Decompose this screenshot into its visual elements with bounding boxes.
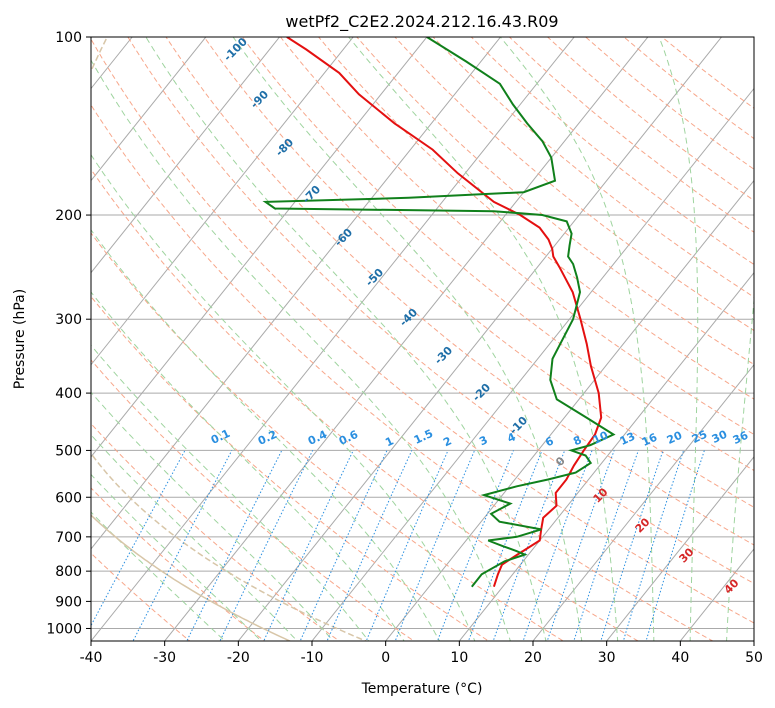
- y-tick-label: 300: [55, 312, 82, 328]
- isotherm-line: [237, 37, 723, 641]
- mixing-ratio-line: [394, 450, 476, 641]
- dry-adiabat-line: [91, 422, 341, 641]
- dry-adiabat-line: [127, 37, 754, 585]
- mixing-ratio-line: [546, 450, 615, 641]
- isotherm-line: [164, 37, 649, 641]
- mixing-ratio-label: 25: [690, 428, 709, 446]
- dry-adiabat-line: [394, 37, 754, 332]
- mixing-ratio-line: [436, 450, 514, 641]
- temperature-profile-line: [286, 37, 603, 588]
- y-tick-label: 900: [55, 594, 82, 610]
- chart-title: wetPf2_C2E2.2024.212.16.43.R09: [285, 12, 558, 32]
- mixing-ratio-label: 13: [618, 430, 637, 448]
- y-tick-label: 400: [55, 386, 82, 402]
- dry-adiabat-line: [91, 232, 565, 641]
- x-tick-label: -20: [227, 650, 250, 666]
- moist-adiabat-line: [91, 434, 298, 641]
- x-tick-label: 20: [524, 650, 542, 666]
- y-tick-label: 600: [55, 490, 82, 506]
- x-tick-label: -30: [153, 650, 176, 666]
- mixing-ratio-line: [91, 450, 186, 627]
- moist-adiabat-line: [91, 344, 370, 641]
- isotherm-line: [311, 87, 754, 641]
- reference-curve: [91, 514, 292, 641]
- y-tick-label: 500: [55, 443, 82, 459]
- x-tick-label: 10: [450, 650, 468, 666]
- mixing-ratio-line: [522, 450, 593, 641]
- mixing-ratio-line: [622, 450, 685, 641]
- isotherm-line: [458, 271, 754, 641]
- axes: -40 -30 -20 -10 0 10 20 30 40 50 100 200 300 400 500 60…: [46, 30, 763, 666]
- moist-adiabat-line: [91, 229, 441, 641]
- moist-adiabat-line: [91, 291, 405, 641]
- isotherm-line: [91, 37, 502, 550]
- isotherm-line: [91, 37, 575, 641]
- dry-adiabat-line: [241, 37, 754, 472]
- y-tick-label: 200: [55, 208, 82, 224]
- isotherm-line: [385, 179, 754, 641]
- y-tick-label: 800: [55, 564, 82, 580]
- dewpoint-profile-line: [262, 37, 616, 588]
- y-tick-label: 100: [55, 30, 82, 46]
- dry-adiabat-line: [203, 37, 754, 508]
- mixing-ratio-label: 16: [640, 431, 660, 449]
- x-tick-label: -10: [301, 650, 324, 666]
- y-tick-label: 700: [55, 530, 82, 546]
- moist-adiabat-line: [91, 153, 476, 641]
- x-tick-label: 0: [381, 650, 390, 666]
- profile-lines: [262, 37, 616, 588]
- plot-frame: [90, 36, 755, 642]
- moist-adiabat-line: [91, 473, 262, 641]
- mixing-ratio-label: 30: [710, 428, 730, 446]
- dry-adiabat-line: [91, 359, 415, 641]
- moist-adiabat-line: [658, 37, 699, 641]
- moist-adiabat-line: [91, 59, 511, 641]
- x-axis-label: Temperature (°C): [361, 681, 483, 697]
- dry-adiabat-line: [91, 487, 266, 641]
- isotherm-line: [532, 363, 754, 641]
- mixing-ratio-label: 36: [731, 429, 751, 447]
- mixing-ratio-line: [219, 450, 314, 641]
- dry-adiabat-line: [91, 38, 754, 624]
- moist-adiabat-line: [499, 37, 655, 641]
- isotherm-line: [91, 37, 207, 182]
- moist-adiabat-line: [145, 37, 547, 641]
- isotherm-line: [91, 37, 354, 366]
- x-tick-label: 40: [671, 650, 689, 666]
- dry-adiabat-line: [432, 37, 754, 298]
- moist-adiabat-line: [348, 37, 619, 641]
- mixing-ratio-line: [132, 450, 233, 641]
- isotherm-line: [606, 456, 754, 641]
- mixing-ratio-line: [263, 450, 354, 641]
- dry-adiabat-line: [165, 37, 754, 546]
- isotherm-line: [91, 37, 281, 274]
- mixing-ratio-line: [600, 450, 664, 641]
- x-tick-label: 30: [598, 650, 616, 666]
- moist-adiabat-line: [91, 511, 226, 641]
- x-tick-label: -40: [80, 650, 103, 666]
- x-tick-label: 50: [745, 650, 763, 666]
- moist-adiabat-line: [726, 294, 754, 641]
- mixing-ratio-label: 20: [665, 429, 685, 447]
- dry-adiabat-line: [91, 104, 714, 641]
- y-axis-label: Pressure (hPa): [12, 289, 28, 389]
- mixing-ratio-line: [492, 450, 566, 641]
- dry-adiabat-line: [91, 168, 640, 641]
- isotherm-line: [91, 37, 428, 458]
- mixing-ratio-line: [645, 450, 705, 641]
- dry-adiabat-line: [91, 552, 191, 641]
- mixing-ratio-line: [186, 450, 283, 641]
- dry-adiabat-line: [356, 37, 754, 366]
- mixing-ratio-label: 10: [591, 429, 611, 447]
- mixing-ratio-line: [365, 450, 449, 641]
- y-tick-label: 1000: [46, 621, 82, 637]
- moist-adiabat-line: [232, 37, 583, 641]
- mixing-ratio-line: [573, 450, 639, 641]
- background-lines: [91, 37, 754, 641]
